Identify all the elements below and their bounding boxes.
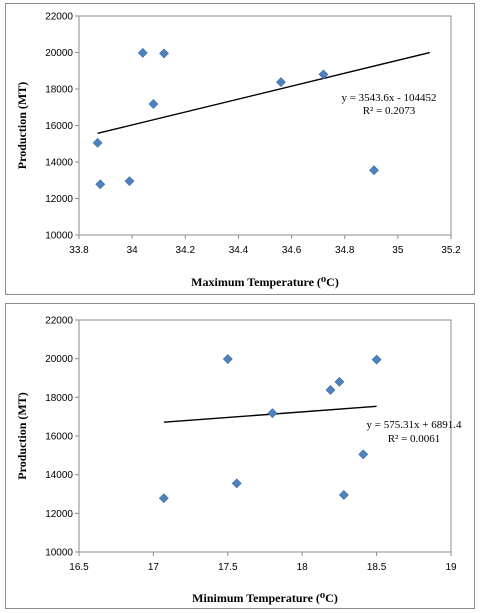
data-point bbox=[338, 490, 349, 500]
r-squared-value: R² = 0.0061 bbox=[388, 433, 441, 445]
trendline bbox=[97, 51, 430, 135]
data-point bbox=[369, 165, 379, 176]
data-point bbox=[371, 354, 382, 365]
y-tick-label: 14000 bbox=[45, 470, 73, 481]
y-tick-label: 10000 bbox=[45, 231, 73, 242]
y-tick-label: 14000 bbox=[45, 158, 73, 169]
x-tick-label: 34.8 bbox=[335, 245, 355, 256]
y-tick-label: 16000 bbox=[45, 121, 73, 132]
chart-panel-max-temperature: 10000 12000 14000 16000 18000 20000 22000 33.8 3… bbox=[5, 3, 475, 295]
data-point bbox=[358, 449, 369, 460]
x-tick-label: 17.5 bbox=[218, 562, 238, 573]
y-tick-label: 20000 bbox=[45, 354, 73, 365]
x-tick-label: 16.5 bbox=[69, 562, 89, 573]
r-squared-value: R² = 0.2073 bbox=[363, 105, 416, 117]
y-tick-label: 22000 bbox=[45, 12, 73, 23]
y-tick-label: 10000 bbox=[45, 548, 73, 559]
y-axis-label: Production (MT) bbox=[15, 82, 29, 169]
x-tick-label: 19 bbox=[445, 562, 457, 573]
data-point bbox=[276, 77, 286, 87]
data-point bbox=[325, 385, 336, 395]
data-point bbox=[159, 48, 169, 59]
x-tick-label: 17 bbox=[148, 562, 160, 573]
y-tick-label: 20000 bbox=[45, 48, 73, 59]
y-tick-label: 22000 bbox=[45, 316, 73, 327]
x-tick-label: 34 bbox=[127, 245, 139, 256]
data-point bbox=[148, 99, 159, 109]
y-tick-label: 12000 bbox=[45, 194, 73, 205]
x-axis-label: Minimum Temperature (⁰C) bbox=[192, 591, 338, 605]
data-point bbox=[137, 47, 148, 58]
y-tick-label: 18000 bbox=[45, 85, 73, 96]
data-point bbox=[95, 179, 106, 190]
chart-panel-min-temperature: 10000 12000 14000 16000 18000 20000 22000 16.5 1… bbox=[5, 303, 475, 609]
data-point bbox=[334, 376, 345, 387]
x-tick-label: 34.4 bbox=[229, 245, 249, 256]
data-point bbox=[231, 478, 242, 489]
scatter-chart-max-temperature: 10000 12000 14000 16000 18000 20000 22000 33.8 3… bbox=[15, 12, 461, 290]
x-tick-label: 35.2 bbox=[441, 245, 461, 256]
y-tick-label: 12000 bbox=[45, 509, 73, 520]
trendline-equation: y = 3543.6x - 104452 bbox=[341, 92, 436, 104]
x-tick-label: 18 bbox=[297, 562, 309, 573]
x-tick-label: 18.5 bbox=[367, 562, 387, 573]
data-point bbox=[318, 69, 329, 80]
data-point bbox=[158, 493, 169, 504]
y-tick-label: 18000 bbox=[45, 393, 73, 404]
plot-area bbox=[78, 15, 452, 236]
x-tick-label: 35 bbox=[392, 245, 404, 256]
data-point bbox=[124, 176, 135, 187]
x-tick-label: 34.2 bbox=[176, 245, 196, 256]
data-point bbox=[92, 137, 103, 148]
trendline-equation: y = 575.31x + 6891.4 bbox=[367, 419, 462, 431]
y-tick-label: 16000 bbox=[45, 432, 73, 443]
data-point bbox=[267, 408, 278, 419]
x-tick-label: 33.8 bbox=[69, 245, 89, 256]
data-point bbox=[222, 354, 233, 364]
x-axis-label: Maximum Temperature (⁰C) bbox=[191, 275, 339, 289]
y-axis-label: Production (MT) bbox=[15, 392, 29, 479]
x-tick-label: 34.6 bbox=[282, 245, 302, 256]
scatter-chart-min-temperature: 10000 12000 14000 16000 18000 20000 22000 16.5 1… bbox=[15, 316, 462, 606]
